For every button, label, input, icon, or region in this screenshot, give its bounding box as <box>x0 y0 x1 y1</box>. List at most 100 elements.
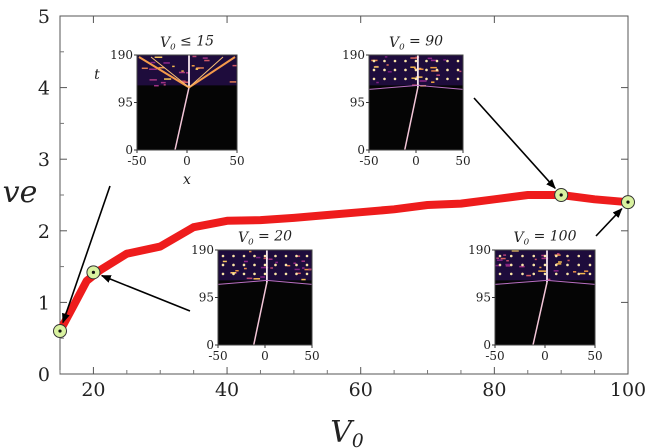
inset-wave-speck <box>268 258 273 260</box>
inset-wave-speck <box>496 259 503 261</box>
inset-wave-speck <box>506 259 509 262</box>
inset-dot <box>404 68 407 72</box>
inset-wave-speck <box>410 66 416 68</box>
inset-dot <box>532 263 536 267</box>
inset-dot <box>532 272 536 276</box>
inset-wave-speck <box>519 265 525 268</box>
inset-dot <box>242 254 246 258</box>
inset-dot <box>446 59 449 63</box>
inset-wave-speck <box>222 260 227 263</box>
inset-x-tick-label: -50 <box>127 154 146 168</box>
inset-dot <box>554 254 558 258</box>
inset-wave-speck <box>558 261 562 263</box>
inset-y-tick-label: 0 <box>357 143 365 157</box>
inset-dot <box>532 254 536 258</box>
inset-wave-speck <box>160 81 166 84</box>
inset-dot <box>404 59 407 63</box>
inset-title: V0 ≤ 15 <box>160 34 214 53</box>
inset-wave-speck <box>505 263 512 266</box>
inset-front-right <box>546 279 596 285</box>
inset-wave-speck <box>286 264 291 267</box>
inset-wave-speck <box>373 66 379 68</box>
inset-wave-speck <box>308 268 313 271</box>
inset-dot <box>425 77 428 81</box>
inset-x-tick-label: 50 <box>229 154 244 168</box>
annotation-arrow <box>473 97 556 190</box>
inset-wave-speck <box>260 266 269 269</box>
inset-wave-speck <box>275 261 278 264</box>
inset-wave-speck <box>181 70 184 72</box>
axis-ticks: 20 40 60 80 100 0 1 2 3 4 5 <box>38 6 646 401</box>
inset-wave-speck <box>431 81 435 83</box>
inset-dot <box>425 59 428 63</box>
inset-dot <box>456 59 460 63</box>
inset-ray-left <box>138 56 190 89</box>
inset-dot <box>435 59 439 63</box>
inset-wave-speck <box>154 56 163 59</box>
inset-wave-speck <box>387 71 392 73</box>
inset-wave-speck <box>232 64 238 67</box>
inset-y-label: t <box>94 67 100 83</box>
inset-dot <box>242 263 246 267</box>
inset-wave-speck <box>263 257 268 260</box>
inset-x-tick-label: 50 <box>455 154 470 168</box>
inset-wave-speck <box>164 78 172 80</box>
inset-dot <box>554 263 558 267</box>
inset-y-tick-label: 95 <box>199 291 214 305</box>
inset-trajectory <box>252 282 268 346</box>
inset-dot <box>263 263 267 267</box>
x-tick-label: 60 <box>349 379 373 401</box>
inset-dot <box>509 272 513 276</box>
inset-y-tick-label: 95 <box>476 291 491 305</box>
y-tick-label: 0 <box>38 364 50 386</box>
inset-wave-speck <box>505 265 511 267</box>
inset-wave-speck <box>415 76 423 78</box>
inset-wave-speck <box>253 278 261 280</box>
inset-dot <box>305 254 309 258</box>
inset-wave-speck <box>197 67 204 69</box>
inset-title: V0 = 100 <box>513 229 576 248</box>
inset-dot <box>543 254 547 258</box>
inset-wave-speck <box>419 80 427 82</box>
inset-dot <box>274 272 277 276</box>
inset-dot <box>242 272 246 276</box>
series-layer <box>56 191 629 333</box>
inset-front-right <box>266 279 313 285</box>
inset-dot <box>498 263 502 267</box>
inset-y-tick-label: 0 <box>483 338 491 352</box>
inset-dot <box>221 254 225 258</box>
inset-dot <box>446 77 449 81</box>
annotation-arrow <box>595 207 623 237</box>
inset-front-left <box>217 279 267 285</box>
inset-dot <box>425 68 428 72</box>
inset-wave-speck <box>270 267 274 269</box>
inset-dot <box>446 68 449 72</box>
inset-wave-speck <box>376 81 379 84</box>
inset-wave-speck <box>202 57 208 59</box>
inset-wave-speck <box>411 77 416 79</box>
inset-dot <box>372 77 376 81</box>
y-tick-label: 4 <box>38 78 50 100</box>
x-tick-label: 20 <box>81 379 105 401</box>
y-tick-label: 1 <box>38 292 50 314</box>
inset-dot <box>521 254 524 258</box>
x-tick-label: 80 <box>482 379 506 401</box>
inset-wave-speck <box>430 66 437 69</box>
inset-wave-speck <box>158 66 165 69</box>
inset-wave-speck <box>538 270 547 272</box>
inset-dot <box>383 68 386 72</box>
inset-wave-speck <box>204 59 210 62</box>
inset-wave-speck <box>149 68 157 71</box>
inset-x-tick-label: -50 <box>485 349 504 363</box>
inset-wave-speck <box>141 67 148 70</box>
data-point-dot <box>559 193 563 197</box>
inset-dot <box>232 272 235 276</box>
inset-dot <box>253 254 256 258</box>
inset-dot <box>253 263 256 267</box>
inset-wave-speck <box>384 56 388 58</box>
inset-wave-speck <box>553 270 559 272</box>
inset-wave-speck <box>243 267 247 270</box>
inset-wave-speck <box>541 254 547 257</box>
inset-x-tick-label: -50 <box>359 154 378 168</box>
